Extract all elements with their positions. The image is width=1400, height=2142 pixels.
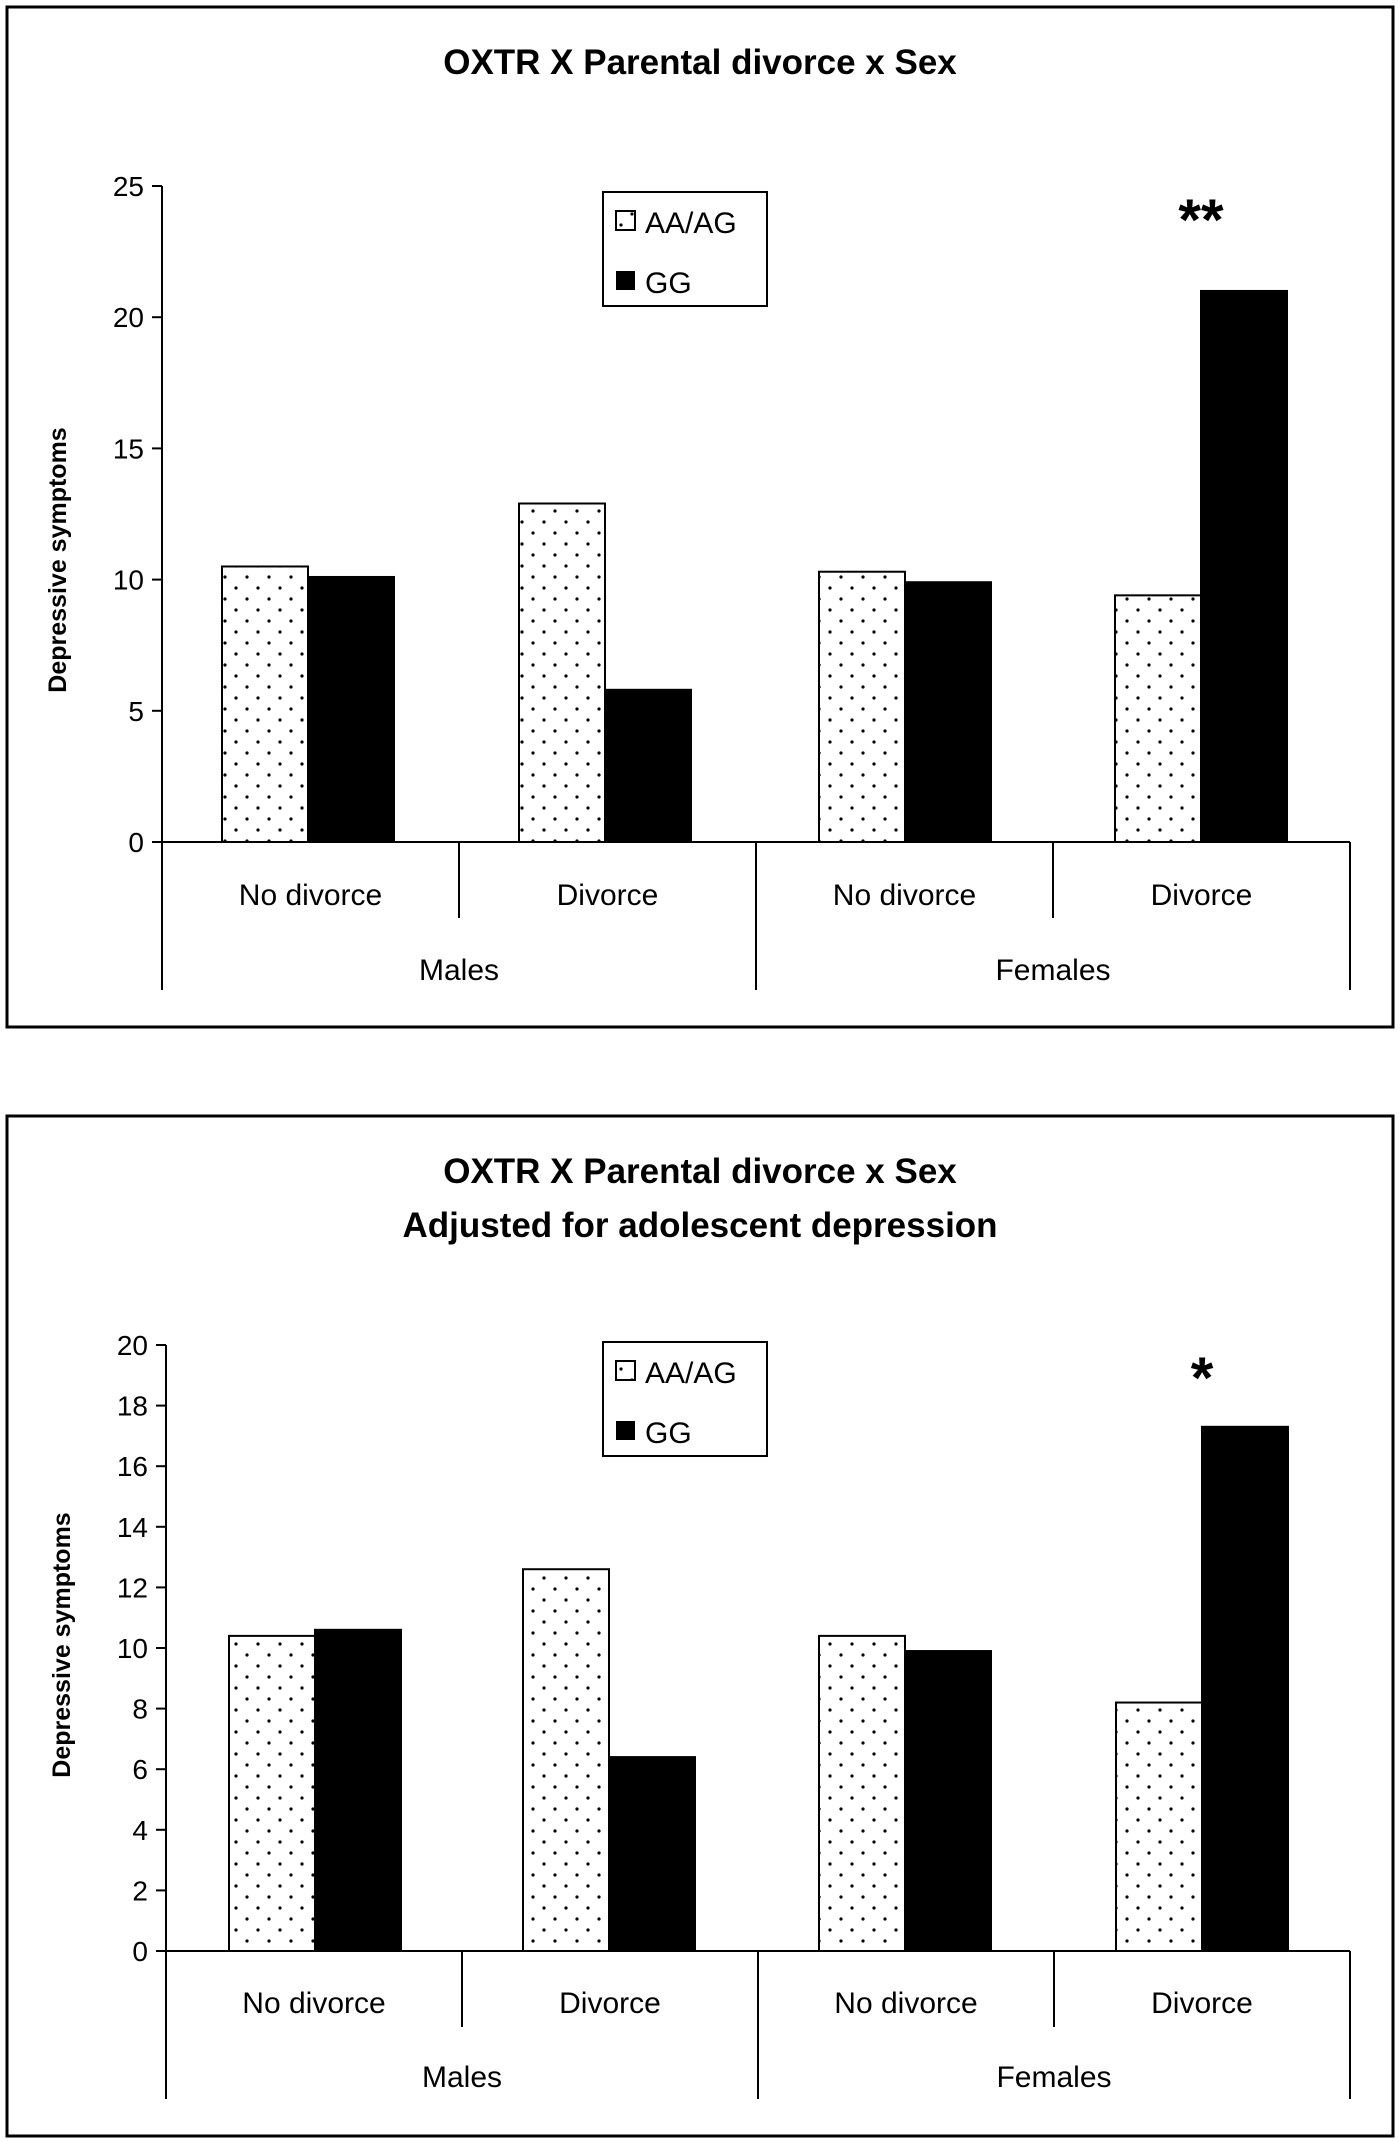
bar-gg-3 <box>1201 1425 1289 1953</box>
significance-marker: ** <box>1178 188 1224 253</box>
category-label: No divorce <box>242 1987 385 2020</box>
legend-swatch-aa-ag <box>615 210 636 231</box>
legend: AA/AG GG <box>602 191 768 307</box>
bar-aa-ag-3 <box>1115 1701 1203 1953</box>
y-tick-label: 20 <box>113 302 144 333</box>
category-labels: No divorce Divorce No divorce Divorce Males F… <box>239 879 1253 987</box>
chart-title: OXTR X Parental divorce x Sex <box>443 43 957 82</box>
category-labels: No divorce Divorce No divorce Divorce Males F… <box>242 1987 1253 2094</box>
axes <box>161 186 1351 990</box>
bar-aa-ag-1 <box>518 502 606 843</box>
bar-gg-2 <box>904 1650 992 1953</box>
group-label: Females <box>996 2061 1111 2094</box>
annotations: * <box>1191 1346 1214 1411</box>
bar-gg-2 <box>904 581 992 843</box>
category-label: Divorce <box>1151 879 1253 912</box>
group-label: Males <box>419 954 499 987</box>
y-tick-label: 10 <box>113 565 144 596</box>
chart-bottom: OXTR X Parental divorce x Sex Adjusted f… <box>5 1114 1395 2138</box>
bar-aa-ag-0 <box>221 565 309 843</box>
y-tick-label: 12 <box>117 1572 148 1603</box>
legend-swatch-gg <box>616 1421 635 1440</box>
y-axis-label: Depressive symptoms <box>44 427 72 692</box>
y-ticks: 0 5 10 15 20 25 <box>113 171 162 858</box>
bars <box>228 1425 1289 1953</box>
category-label: Divorce <box>559 1987 661 2020</box>
chart-frame <box>5 1114 1395 2138</box>
chart-frame <box>5 5 1395 1029</box>
y-tick-label: 8 <box>132 1694 148 1725</box>
bar-aa-ag-3 <box>1114 594 1202 843</box>
legend-label-aa-ag: AA/AG <box>645 1357 737 1390</box>
y-tick-label: 18 <box>117 1391 148 1422</box>
y-tick-label: 15 <box>113 433 144 464</box>
legend-label-aa-ag: AA/AG <box>645 207 737 240</box>
axes <box>165 1345 1351 2099</box>
annotations: ** <box>1178 188 1224 253</box>
legend-label-gg: GG <box>645 267 692 300</box>
legend: AA/AG GG <box>602 1341 768 1457</box>
bar-gg-0 <box>307 575 395 843</box>
y-tick-label: 5 <box>128 696 144 727</box>
group-label: Males <box>422 2061 502 2094</box>
bar-aa-ag-2 <box>818 570 906 844</box>
y-ticks: 0 2 4 6 8 10 12 14 16 18 20 <box>117 1330 166 1967</box>
y-tick-label: 6 <box>132 1754 148 1785</box>
group-label: Females <box>995 954 1110 987</box>
category-label: No divorce <box>239 879 382 912</box>
y-tick-label: 2 <box>132 1875 148 1906</box>
bar-gg-1 <box>604 688 692 843</box>
y-tick-label: 10 <box>117 1633 148 1664</box>
significance-marker: * <box>1191 1346 1214 1411</box>
bar-gg-3 <box>1200 289 1288 843</box>
category-label: Divorce <box>557 879 659 912</box>
bar-aa-ag-0 <box>228 1634 316 1952</box>
y-tick-label: 14 <box>117 1512 148 1543</box>
chart-top: OXTR X Parental divorce x Sex Depressive… <box>5 5 1395 1029</box>
legend-label-gg: GG <box>645 1417 692 1450</box>
chart-title: OXTR X Parental divorce x Sex <box>443 1152 957 1191</box>
y-tick-label: 0 <box>128 827 144 858</box>
legend-swatch-aa-ag <box>615 1360 636 1381</box>
bar-aa-ag-1 <box>522 1568 610 1952</box>
category-label: No divorce <box>833 879 976 912</box>
y-tick-label: 20 <box>117 1330 148 1361</box>
bar-gg-1 <box>608 1756 696 1952</box>
y-tick-label: 25 <box>113 171 144 202</box>
bar-aa-ag-2 <box>818 1634 906 1952</box>
y-tick-label: 0 <box>132 1936 148 1967</box>
y-axis-label: Depressive symptoms <box>48 1512 76 1777</box>
y-tick-label: 16 <box>117 1451 148 1482</box>
category-label: No divorce <box>834 1987 977 2020</box>
bar-gg-0 <box>314 1628 402 1952</box>
chart-subtitle: Adjusted for adolescent depression <box>402 1206 997 1245</box>
y-tick-label: 4 <box>132 1815 148 1846</box>
bars <box>221 289 1288 844</box>
category-label: Divorce <box>1151 1987 1253 2020</box>
legend-swatch-gg <box>616 271 635 290</box>
